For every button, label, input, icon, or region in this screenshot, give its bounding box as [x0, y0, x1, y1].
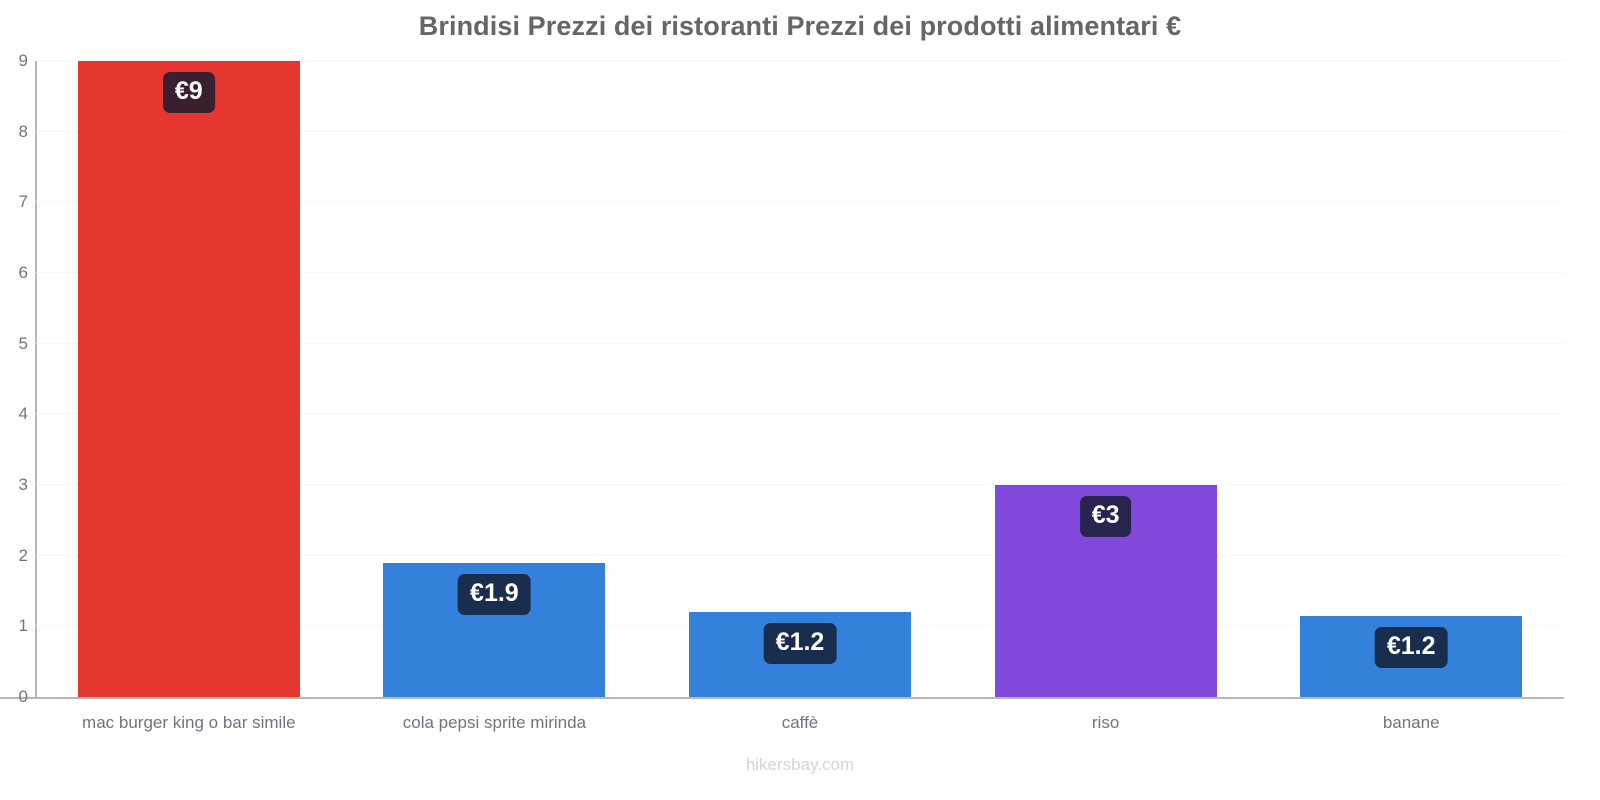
y-axis-tick-label: 1	[18, 616, 28, 636]
bar-value-label: €1.2	[1374, 626, 1448, 668]
bar-value-label: €9	[162, 72, 215, 113]
bar-group[interactable]: €9	[77, 61, 300, 697]
bar[interactable]	[77, 61, 300, 697]
gridline	[36, 484, 1564, 485]
chart-title: Brindisi Prezzi dei ristoranti Prezzi de…	[418, 11, 1182, 41]
y-axis-tick-label: 8	[18, 121, 28, 141]
gridline	[36, 60, 1564, 61]
x-axis-category-label: banane	[1382, 713, 1440, 732]
plot-area: €9 €1.9 €1.2 €3 €1.2	[36, 61, 1564, 697]
y-axis-tick-label: 9	[18, 51, 28, 70]
gridline	[36, 342, 1564, 344]
bar-value-label: €1.9	[458, 573, 531, 615]
y-axis-tick-label: 2	[18, 545, 28, 565]
y-axis-tick-label: 6	[18, 263, 28, 282]
bar-group[interactable]: €1.2	[1300, 61, 1523, 697]
y-axis-tick-label: 3	[18, 475, 28, 494]
y-axis-line	[35, 61, 37, 698]
y-axis-tick-label: 7	[18, 192, 28, 212]
gridline	[36, 201, 1564, 203]
gridline	[36, 130, 1564, 132]
bar-group[interactable]: €3	[994, 61, 1217, 697]
gridline	[36, 272, 1564, 273]
bar-group[interactable]: €1.2	[689, 61, 911, 697]
gridline	[36, 413, 1564, 415]
x-axis-category-label: cola pepsi sprite mirinda	[402, 713, 587, 732]
x-axis-category-label: riso	[1091, 713, 1120, 732]
x-axis-line	[0, 697, 1564, 699]
x-axis-category-label: caffè	[781, 713, 819, 732]
bar-value-label: €1.2	[763, 623, 837, 665]
y-axis-tick-label: 5	[18, 333, 28, 353]
bar-group[interactable]: €1.9	[383, 61, 606, 697]
gridline	[36, 554, 1564, 556]
x-axis-category-label: mac burger king o bar simile	[82, 713, 296, 732]
bar-value-label: €3	[1079, 496, 1132, 537]
y-axis-tick-label: 0	[18, 687, 28, 706]
footer-credit: hikersbay.com	[745, 755, 855, 774]
y-axis-tick-label: 4	[18, 404, 28, 424]
